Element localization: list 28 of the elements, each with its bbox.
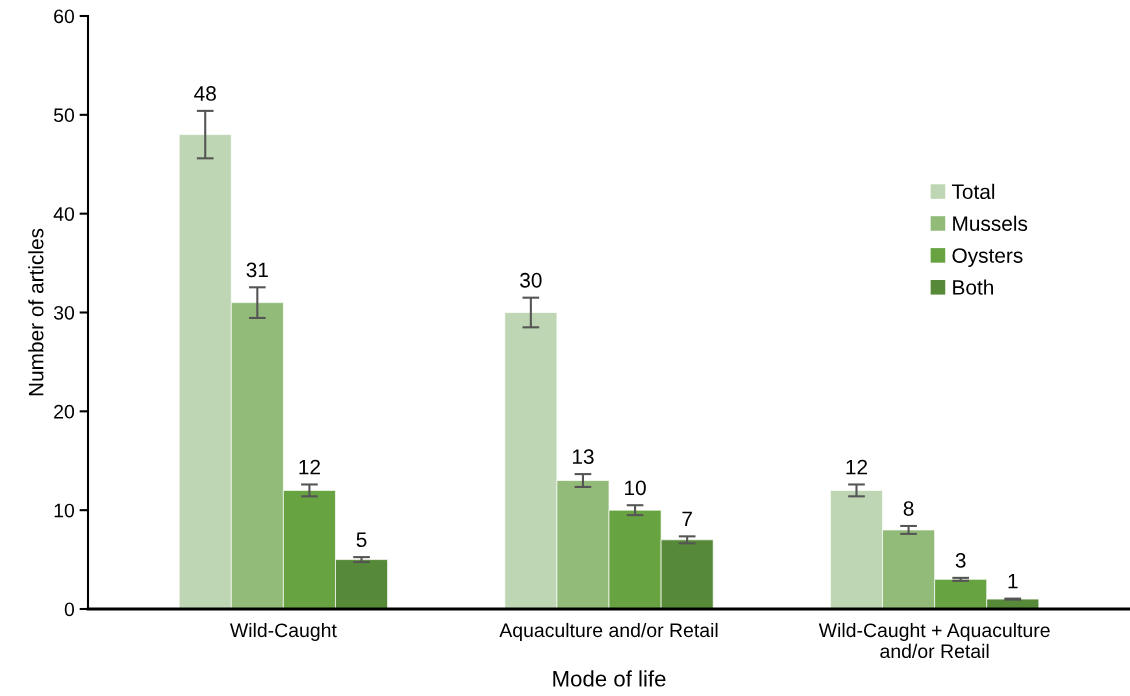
data-label: 12: [846, 459, 868, 475]
legend-label: Total: [951, 183, 995, 200]
data-label: 13: [572, 449, 594, 465]
y-tick-label: 60: [54, 9, 75, 24]
y-tick-label: 0: [64, 602, 75, 617]
x-tick-label: Aquaculture and/or Retail: [499, 622, 718, 642]
data-label: 10: [625, 480, 646, 496]
legend-label: Mussels: [953, 215, 1028, 231]
y-tick-label: 40: [53, 207, 75, 221]
y-axis-title: Number of articles: [28, 228, 44, 396]
x-tick-label: Wild-Caught: [229, 622, 337, 642]
data-label: 1: [1008, 574, 1018, 589]
data-label: 7: [682, 511, 692, 527]
data-label: 48: [194, 86, 216, 101]
y-tick-label: 20: [54, 404, 75, 419]
legend-label: Oysters: [952, 248, 1023, 268]
y-tick-label: 30: [53, 305, 75, 320]
data-label: 12: [299, 459, 320, 475]
x-axis-title: Mode of life: [553, 670, 666, 687]
y-tick-label: 50: [53, 108, 75, 123]
legend-label: Both: [953, 279, 993, 295]
data-label: 3: [955, 553, 966, 568]
data-label: 31: [246, 262, 268, 278]
x-tick-label: Wild-Caught + Aquaculture and/or Retail: [818, 622, 1050, 659]
data-label: 8: [903, 501, 914, 516]
y-tick-label: 10: [54, 503, 75, 518]
data-label: 30: [520, 272, 542, 288]
data-label: 5: [356, 532, 367, 548]
